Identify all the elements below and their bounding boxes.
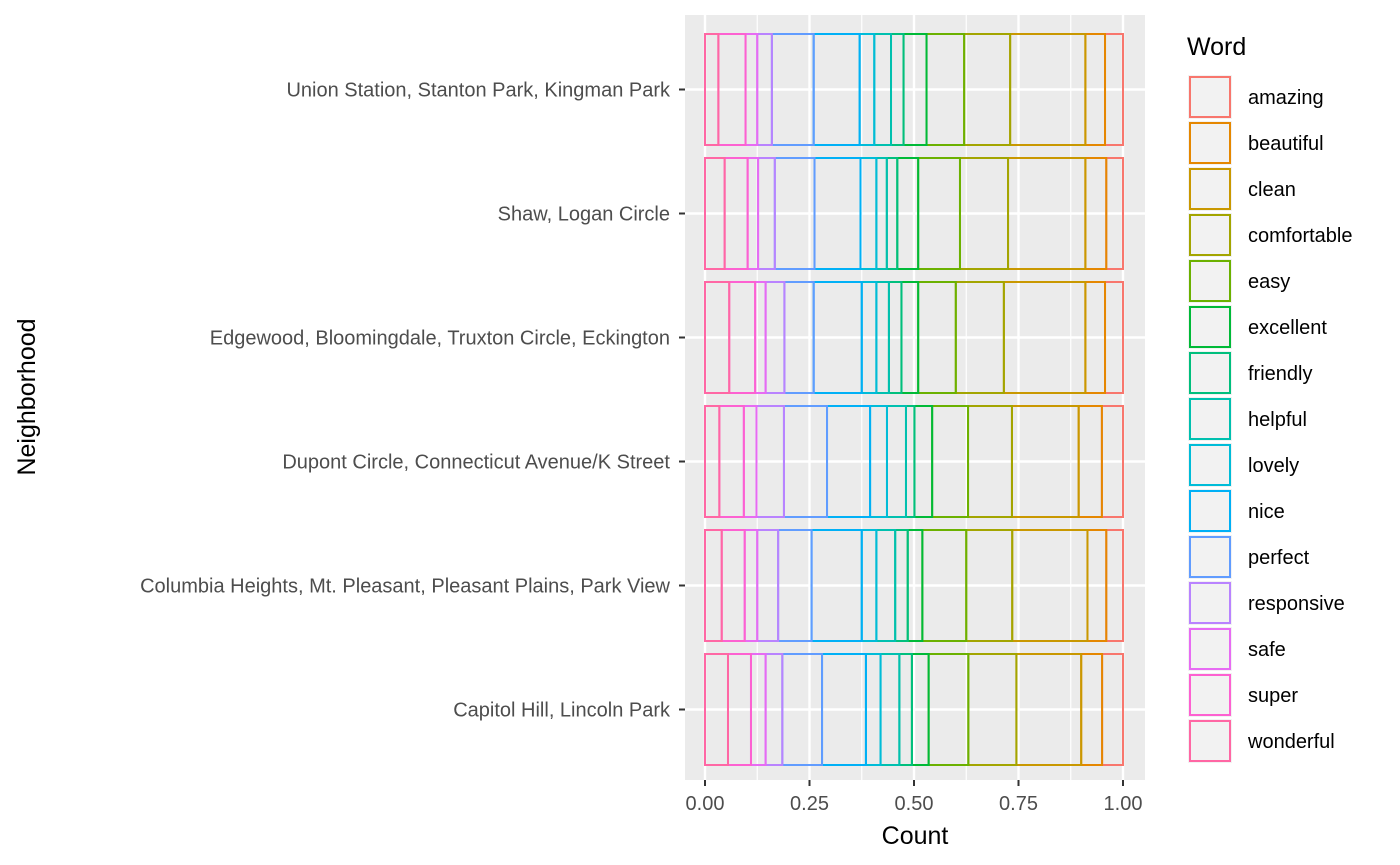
legend-key-background bbox=[1188, 673, 1232, 717]
legend-item-easy: easy bbox=[1188, 259, 1290, 303]
legend-key-background bbox=[1188, 489, 1232, 533]
legend-swatch bbox=[1189, 720, 1231, 762]
bar-segment-wonderful bbox=[704, 281, 731, 394]
legend-label: super bbox=[1248, 685, 1298, 707]
legend-key-background bbox=[1188, 581, 1232, 625]
y-tick-label: Dupont Circle, Connecticut Avenue/K Stre… bbox=[282, 452, 670, 474]
legend-item-helpful: helpful bbox=[1188, 397, 1307, 441]
x-tick-label: 0.75 bbox=[999, 793, 1038, 815]
legend-label: clean bbox=[1248, 179, 1296, 201]
legend-item-responsive: responsive bbox=[1188, 581, 1345, 625]
legend: Word amazing beautiful clean comfortable eas… bbox=[1187, 33, 1353, 763]
legend-label: wonderful bbox=[1247, 731, 1335, 753]
legend-item-amazing: amazing bbox=[1188, 75, 1324, 119]
legend-key-background bbox=[1188, 627, 1232, 671]
legend-key-background bbox=[1188, 397, 1232, 441]
legend-label: nice bbox=[1248, 501, 1285, 523]
legend-key-background bbox=[1188, 213, 1232, 257]
legend-swatch bbox=[1189, 628, 1231, 670]
legend-label: comfortable bbox=[1248, 225, 1353, 247]
legend-swatch bbox=[1189, 122, 1231, 164]
legend-label: perfect bbox=[1248, 547, 1310, 569]
legend-key-background bbox=[1188, 121, 1232, 165]
legend-swatch bbox=[1189, 444, 1231, 486]
legend-item-lovely: lovely bbox=[1188, 443, 1299, 487]
legend-swatch bbox=[1189, 490, 1231, 532]
x-tick-label: 0.25 bbox=[790, 793, 829, 815]
legend-label: lovely bbox=[1248, 455, 1299, 477]
bar-segment-wonderful bbox=[704, 33, 720, 146]
legend-label: friendly bbox=[1248, 363, 1312, 385]
legend-item-beautiful: beautiful bbox=[1188, 121, 1324, 165]
legend-label: responsive bbox=[1248, 593, 1345, 615]
legend-item-wonderful: wonderful bbox=[1188, 719, 1335, 763]
legend-swatch bbox=[1189, 76, 1231, 118]
legend-label: easy bbox=[1248, 271, 1290, 293]
legend-label: beautiful bbox=[1248, 133, 1324, 155]
legend-key-background bbox=[1188, 351, 1232, 395]
legend-key-background bbox=[1188, 535, 1232, 579]
x-tick-label: 0.50 bbox=[895, 793, 934, 815]
legend-title: Word bbox=[1187, 33, 1246, 61]
bar-segment-wonderful bbox=[704, 157, 726, 270]
legend-swatch bbox=[1189, 168, 1231, 210]
legend-swatch bbox=[1189, 582, 1231, 624]
legend-item-nice: nice bbox=[1188, 489, 1285, 533]
bars bbox=[704, 33, 1125, 766]
legend-item-excellent: excellent bbox=[1188, 305, 1327, 349]
legend-label: excellent bbox=[1248, 317, 1327, 339]
legend-swatch bbox=[1189, 398, 1231, 440]
legend-item-perfect: perfect bbox=[1188, 535, 1310, 579]
x-tick-label: 0.00 bbox=[686, 793, 725, 815]
y-tick-label: Columbia Heights, Mt. Pleasant, Pleasant… bbox=[140, 576, 670, 598]
legend-swatch bbox=[1189, 674, 1231, 716]
legend-key-background bbox=[1188, 259, 1232, 303]
legend-key-background bbox=[1188, 75, 1232, 119]
y-tick-label: Capitol Hill, Lincoln Park bbox=[453, 700, 671, 722]
legend-swatch bbox=[1189, 306, 1231, 348]
legend-item-super: super bbox=[1188, 673, 1298, 717]
bar-segment-wonderful bbox=[704, 653, 729, 766]
x-axis-title: Count bbox=[882, 822, 949, 850]
legend-swatch bbox=[1189, 214, 1231, 256]
y-axis-title: Neighborhood bbox=[13, 318, 41, 475]
legend-key-background bbox=[1188, 305, 1232, 349]
y-tick-label: Shaw, Logan Circle bbox=[498, 204, 670, 226]
legend-key-background bbox=[1188, 443, 1232, 487]
bar-segment-wonderful bbox=[704, 529, 723, 642]
legend-item-safe: safe bbox=[1188, 627, 1286, 671]
legend-item-clean: clean bbox=[1188, 167, 1296, 211]
x-tick-label: 1.00 bbox=[1104, 793, 1143, 815]
x-axis: 0.00 0.25 0.50 0.75 1.00 bbox=[686, 780, 1143, 815]
legend-swatch bbox=[1189, 260, 1231, 302]
legend-label: safe bbox=[1248, 639, 1286, 661]
legend-swatch bbox=[1189, 536, 1231, 578]
legend-item-friendly: friendly bbox=[1188, 351, 1312, 395]
y-tick-label: Edgewood, Bloomingdale, Truxton Circle, … bbox=[210, 328, 670, 350]
y-tick-label: Union Station, Stanton Park, Kingman Par… bbox=[286, 80, 671, 102]
legend-swatch bbox=[1189, 352, 1231, 394]
legend-label: amazing bbox=[1248, 87, 1324, 109]
legend-item-comfortable: comfortable bbox=[1188, 213, 1353, 257]
legend-key-background bbox=[1188, 719, 1232, 763]
legend-key-background bbox=[1188, 167, 1232, 211]
bar-segment-wonderful bbox=[704, 405, 721, 518]
legend-label: helpful bbox=[1248, 409, 1307, 431]
y-axis: Union Station, Stanton Park, Kingman Par… bbox=[140, 80, 685, 722]
